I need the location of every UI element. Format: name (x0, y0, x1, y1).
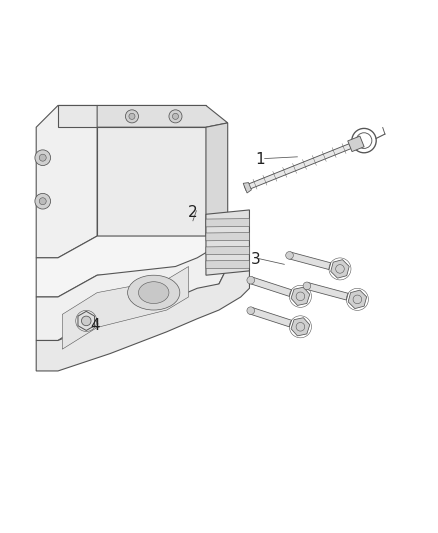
Polygon shape (206, 123, 228, 236)
Circle shape (173, 114, 179, 119)
Text: 1: 1 (255, 152, 265, 167)
Polygon shape (291, 318, 310, 336)
Polygon shape (243, 183, 251, 193)
Circle shape (39, 154, 46, 161)
Circle shape (129, 114, 135, 119)
Polygon shape (206, 261, 250, 269)
Polygon shape (97, 127, 206, 236)
Polygon shape (306, 282, 348, 300)
Polygon shape (58, 106, 206, 127)
Polygon shape (206, 219, 250, 227)
Circle shape (39, 198, 46, 205)
Circle shape (81, 316, 91, 326)
Circle shape (247, 277, 254, 284)
Polygon shape (206, 232, 250, 241)
Circle shape (303, 282, 311, 289)
Circle shape (286, 252, 293, 259)
Polygon shape (348, 136, 364, 151)
Polygon shape (62, 266, 188, 349)
Ellipse shape (127, 275, 180, 310)
Polygon shape (289, 252, 331, 270)
Polygon shape (36, 106, 97, 258)
Polygon shape (97, 106, 228, 127)
Polygon shape (36, 245, 250, 371)
Polygon shape (291, 287, 310, 305)
Circle shape (247, 307, 254, 314)
Circle shape (35, 193, 50, 209)
Circle shape (169, 110, 182, 123)
Polygon shape (78, 311, 95, 330)
Text: 3: 3 (251, 253, 261, 268)
Ellipse shape (138, 282, 169, 303)
Polygon shape (206, 210, 250, 275)
Polygon shape (36, 232, 228, 341)
Polygon shape (348, 290, 367, 309)
Text: 4: 4 (90, 318, 100, 333)
Circle shape (35, 150, 50, 166)
Polygon shape (36, 232, 228, 297)
Polygon shape (244, 142, 355, 191)
Polygon shape (250, 277, 292, 296)
Circle shape (125, 110, 138, 123)
Text: 2: 2 (188, 205, 198, 220)
Polygon shape (206, 246, 250, 255)
Polygon shape (250, 308, 292, 327)
Polygon shape (331, 260, 349, 278)
